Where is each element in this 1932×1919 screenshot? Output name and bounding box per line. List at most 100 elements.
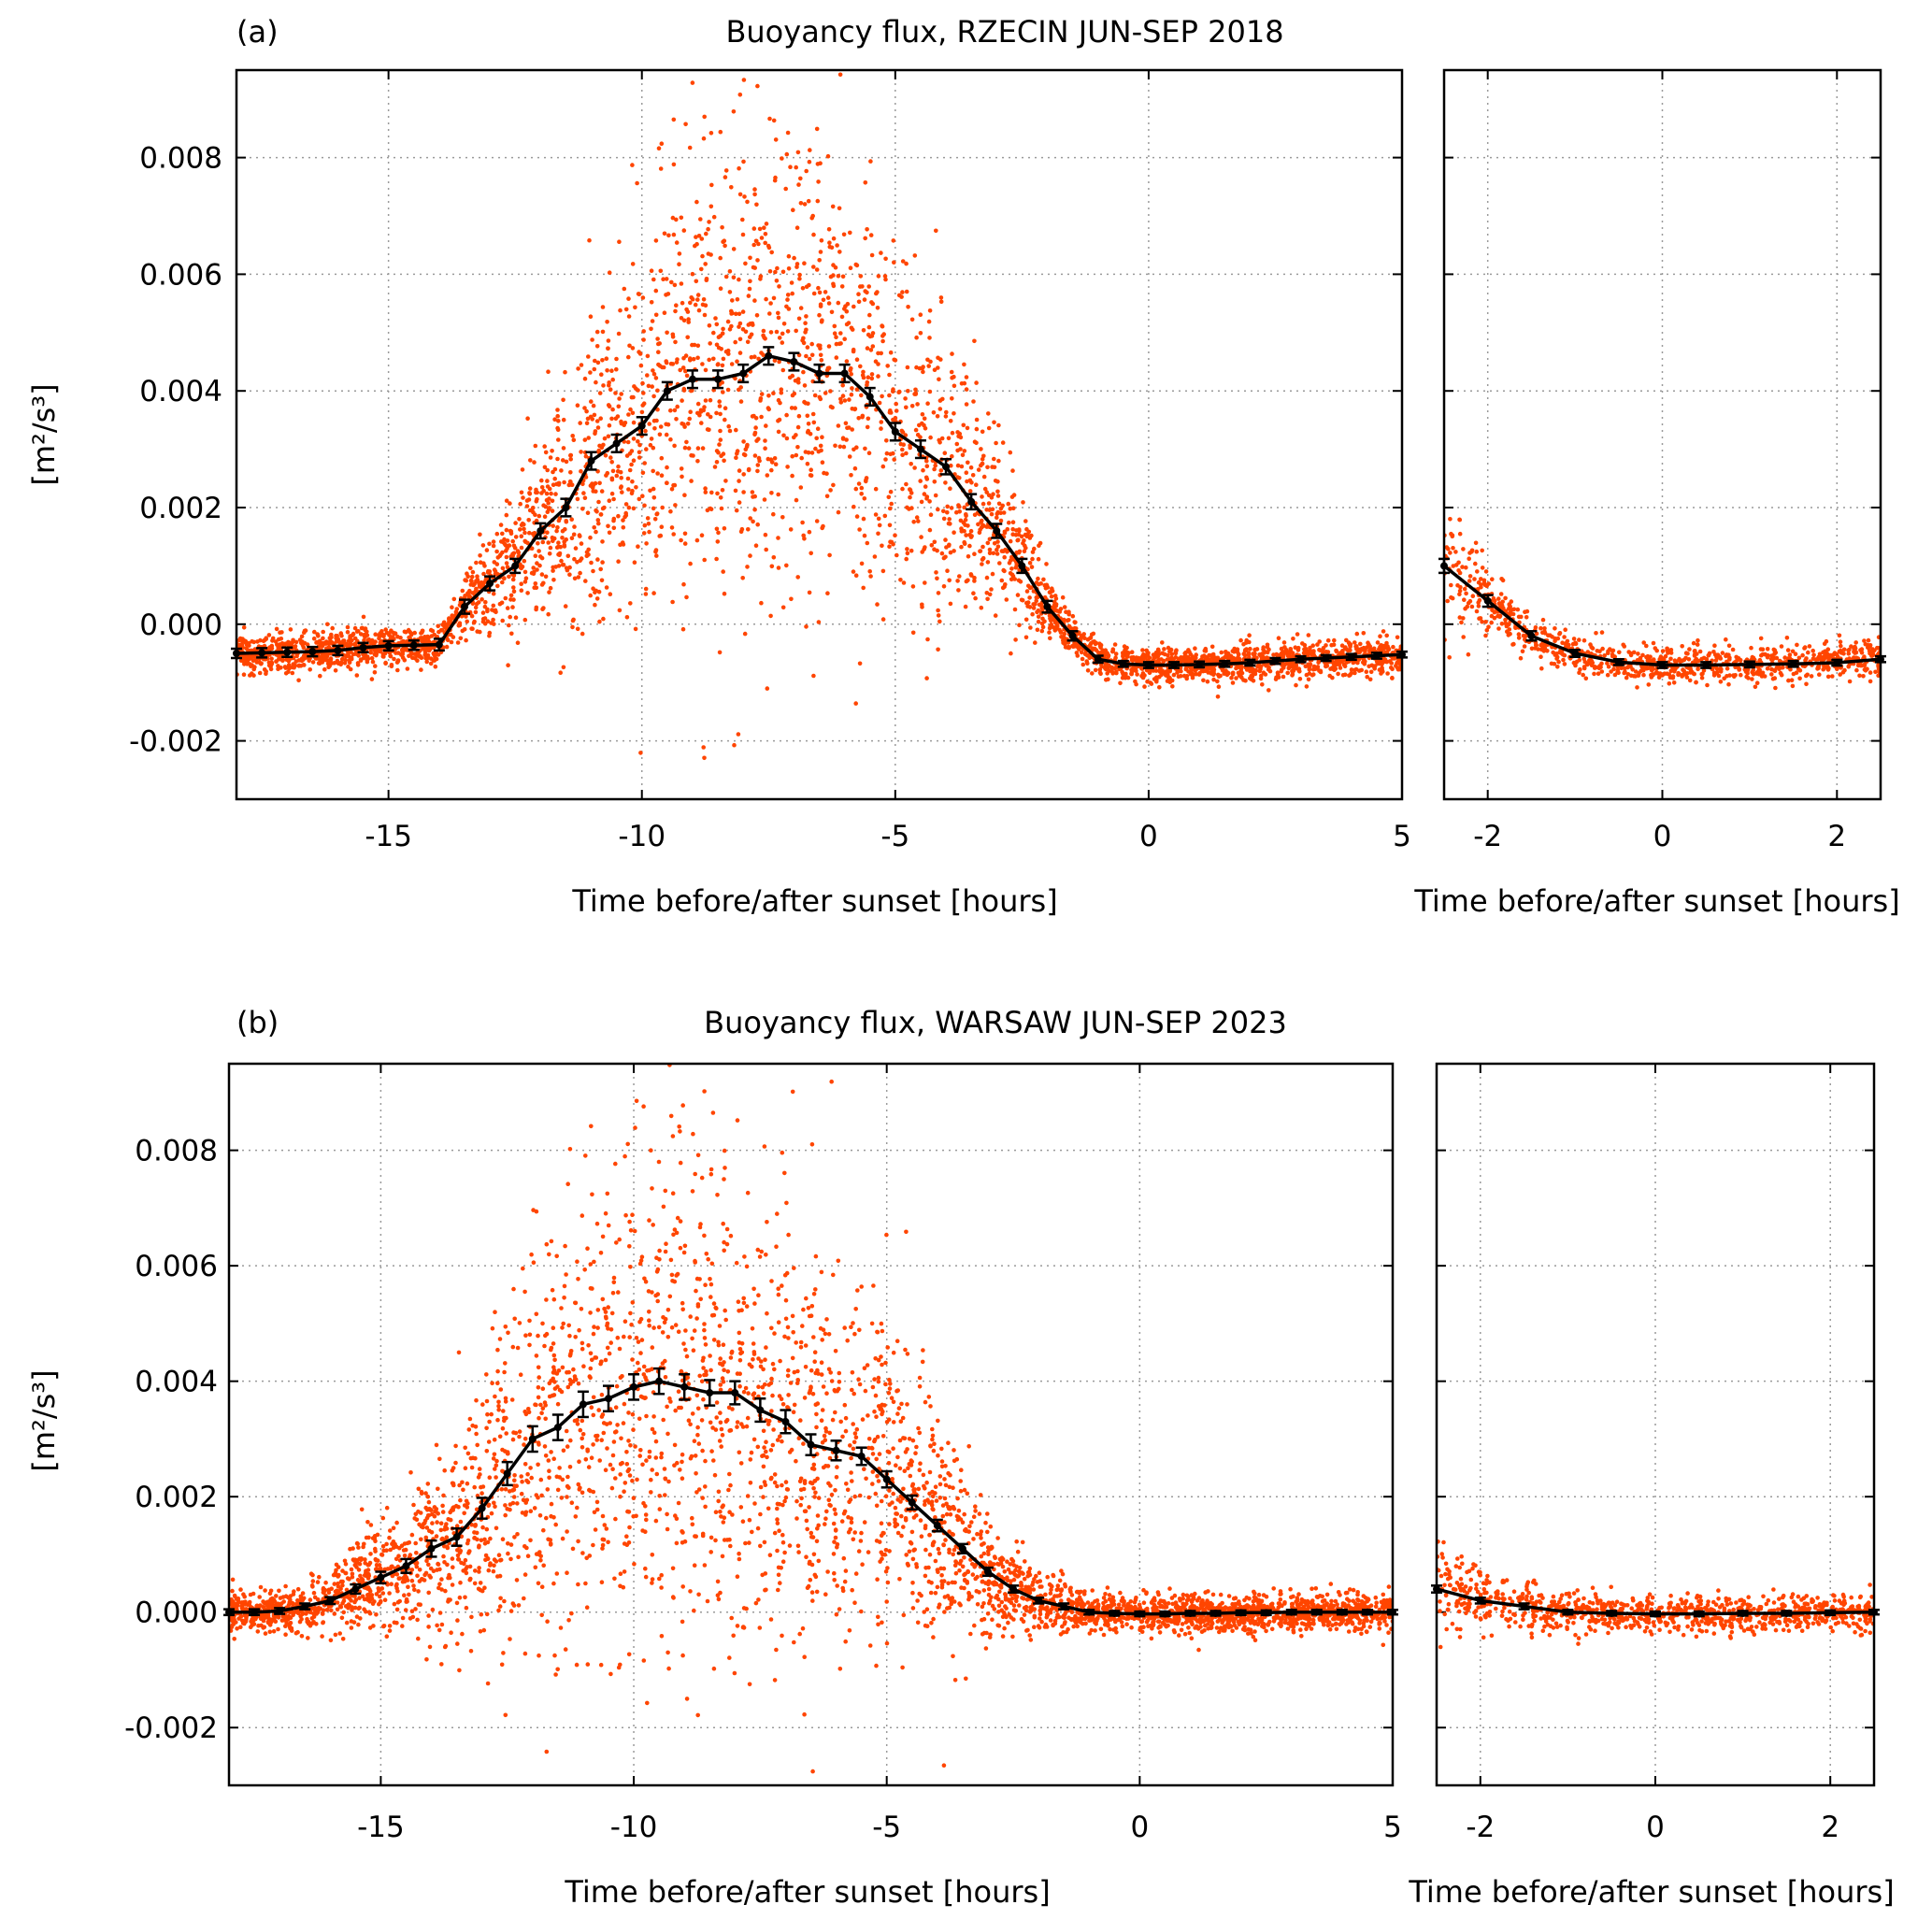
scatter-point xyxy=(964,402,969,407)
mean-point xyxy=(334,646,342,654)
scatter-point xyxy=(622,286,627,292)
scatter-point xyxy=(955,475,960,480)
scatter-point xyxy=(576,366,580,371)
scatter-point xyxy=(836,509,841,515)
scatter-point xyxy=(251,673,256,678)
scatter-point xyxy=(810,411,816,417)
scatter-point xyxy=(1315,665,1321,669)
scatter-point xyxy=(863,180,868,185)
scatter-point xyxy=(1075,653,1080,658)
scatter-point xyxy=(607,530,612,536)
scatter-point xyxy=(559,468,564,473)
scatter-point xyxy=(685,335,690,340)
scatter-point xyxy=(659,141,665,146)
scatter-point xyxy=(867,569,872,574)
scatter-point xyxy=(1332,637,1337,643)
scatter-point xyxy=(592,412,597,418)
scatter-point xyxy=(1359,667,1364,673)
scatter-point xyxy=(940,396,945,402)
scatter-point xyxy=(711,356,716,362)
scatter-point xyxy=(733,376,737,381)
scatter-point xyxy=(329,632,334,637)
scatter-point xyxy=(543,574,549,580)
scatter-point xyxy=(857,527,862,532)
x-axis-label: Time before/after sunset [hours] xyxy=(571,883,1057,919)
scatter-point xyxy=(1333,666,1338,671)
scatter-point xyxy=(1252,647,1257,652)
scatter-point xyxy=(820,460,825,465)
scatter-point xyxy=(1018,580,1023,584)
scatter-point xyxy=(729,185,734,190)
scatter-point xyxy=(1230,670,1236,676)
scatter-point xyxy=(556,437,561,442)
scatter-point xyxy=(995,515,999,521)
scatter-point xyxy=(300,639,305,644)
scatter-point xyxy=(501,576,507,580)
scatter-point xyxy=(470,591,476,595)
scatter-point xyxy=(922,492,927,496)
mean-point xyxy=(1221,660,1229,668)
scatter-point xyxy=(727,327,733,332)
scatter-point xyxy=(330,625,336,631)
scatter-point xyxy=(741,439,746,444)
scatter-point xyxy=(1462,597,1467,602)
scatter-point xyxy=(527,508,533,513)
scatter-point xyxy=(1036,619,1041,624)
scatter-point xyxy=(794,497,799,503)
scatter-point xyxy=(656,341,661,347)
scatter-point xyxy=(920,412,925,417)
scatter-point xyxy=(365,657,370,663)
scatter-point xyxy=(1201,678,1206,683)
scatter-point xyxy=(745,339,751,345)
scatter-point xyxy=(857,661,863,666)
scatter-point xyxy=(711,330,716,336)
scatter-point xyxy=(690,296,695,302)
scatter-point xyxy=(651,468,655,474)
scatter-point xyxy=(1097,670,1103,675)
scatter-point xyxy=(818,343,823,349)
scatter-point xyxy=(885,364,890,368)
scatter-point xyxy=(708,507,714,512)
scatter-point xyxy=(1749,645,1753,651)
scatter-point xyxy=(551,538,555,543)
scatter-point xyxy=(756,241,761,247)
scatter-point xyxy=(484,548,490,552)
scatter-point xyxy=(1553,626,1557,631)
scatter-point xyxy=(1378,644,1382,650)
scatter-point xyxy=(557,551,563,556)
scatter-point xyxy=(753,543,759,548)
scatter-point xyxy=(837,72,843,78)
scatter-point xyxy=(712,465,718,469)
scatter-point xyxy=(300,657,305,663)
scatter-point xyxy=(595,425,601,430)
scatter-point xyxy=(1239,664,1244,669)
scatter-point xyxy=(509,631,514,637)
scatter-point xyxy=(998,506,1004,511)
scatter-point xyxy=(1595,649,1600,653)
scatter-point xyxy=(1786,678,1791,683)
scatter-point xyxy=(658,268,664,274)
scatter-point xyxy=(345,630,351,635)
scatter-point xyxy=(926,364,931,368)
scatter-point xyxy=(602,505,607,510)
scatter-point xyxy=(1008,571,1013,576)
mean-point xyxy=(562,504,570,511)
scatter-point xyxy=(537,513,542,519)
scatter-point xyxy=(962,505,966,510)
scatter-point xyxy=(374,652,379,656)
scatter-point xyxy=(599,372,604,378)
scatter-point xyxy=(508,531,514,537)
scatter-point xyxy=(1355,660,1360,666)
scatter-point xyxy=(603,453,608,458)
scatter-point xyxy=(1216,684,1222,689)
chart-title: Buoyancy flux, RZECIN JUN-SEP 2018 xyxy=(725,14,1283,50)
scatter-point xyxy=(1026,529,1032,535)
scatter-point xyxy=(1251,679,1256,683)
scatter-point xyxy=(519,523,524,527)
scatter-point xyxy=(1015,537,1020,543)
scatter-point xyxy=(1027,595,1032,600)
scatter-point xyxy=(1645,653,1651,659)
scatter-point xyxy=(480,619,486,624)
scatter-point xyxy=(1352,667,1357,673)
scatter-point xyxy=(504,498,509,503)
